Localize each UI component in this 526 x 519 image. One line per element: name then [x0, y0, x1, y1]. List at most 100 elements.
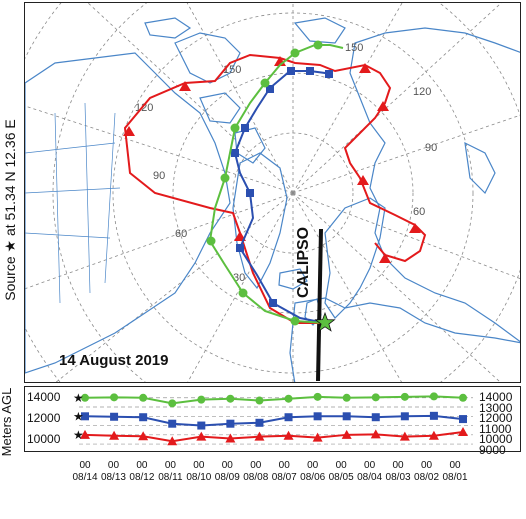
meridian-label: 60 [413, 206, 425, 218]
green-markers [206, 40, 323, 326]
time-tick-label: 00 08/08 [241, 460, 271, 484]
height-point-blue [284, 413, 293, 422]
time-tick-label: 00 08/04 [355, 460, 385, 484]
meridian-lines [25, 3, 520, 382]
red-marker [234, 231, 246, 241]
time-tick-label: 00 08/12 [127, 460, 157, 484]
greenland [232, 152, 288, 290]
height-point-green [81, 393, 89, 402]
time-tick-hour: 00 [221, 460, 233, 471]
time-tick-hour: 00 [136, 460, 148, 471]
height-chart: ★ ★ ★ [24, 386, 521, 452]
trajectory-red [123, 53, 427, 324]
height-chart-svg: ★ ★ ★ [73, 391, 473, 446]
red-marker [379, 253, 391, 263]
time-tick-date: 08/14 [72, 472, 98, 483]
green-marker [230, 123, 240, 133]
source-star-icon [314, 311, 336, 332]
iceland [278, 268, 308, 290]
time-tick-label: 00 08/03 [383, 460, 413, 484]
height-point-green [255, 396, 264, 405]
coastlines [25, 17, 520, 382]
time-tick-label: 00 08/11 [155, 460, 185, 484]
time-tick-label: 00 08/14 [70, 460, 100, 484]
height-point-green [226, 394, 235, 403]
height-point-blue [429, 411, 438, 420]
height-point-blue [168, 419, 177, 428]
red-marker [359, 63, 371, 73]
green-marker [290, 316, 300, 326]
time-axis: 00 08/14 00 08/13 00 08/12 00 08/11 00 08/10 00 08/… [70, 460, 470, 500]
height-point-green [371, 393, 380, 402]
time-tick-date: 08/10 [186, 472, 212, 483]
height-point-red [312, 432, 323, 442]
red-marker [357, 175, 369, 185]
meridian [292, 192, 501, 382]
height-series-red [84, 431, 464, 443]
height-point-blue [313, 412, 322, 421]
right-tick: 11000 [479, 422, 512, 436]
time-tick-label: 00 08/09 [212, 460, 242, 484]
height-point-red [399, 431, 410, 441]
trajectory-map: 150 120 90 60 30 90 60 120 150 CALIPSO [24, 2, 521, 383]
meridian-label: 90 [425, 142, 437, 154]
time-tick-date: 08/01 [442, 472, 468, 483]
time-tick-date: 08/13 [100, 472, 126, 483]
time-tick-hour: 00 [79, 460, 91, 471]
meridian [55, 192, 294, 382]
right-tick: 12000 [479, 411, 513, 425]
meridian [292, 3, 502, 194]
right-tick: 10000 [479, 432, 513, 446]
height-point-red [138, 431, 149, 441]
meridian-label: 60 [175, 228, 187, 240]
time-tick-label: 00 08/02 [412, 460, 442, 484]
arctic-island [293, 17, 346, 44]
meridian-label: 30 [233, 272, 245, 284]
trajectory-blue [233, 70, 331, 324]
blue-marker [241, 124, 249, 132]
time-tick-label: 00 08/07 [269, 460, 299, 484]
red-marker [123, 126, 135, 136]
blue-marker [287, 67, 295, 75]
meridian-label: 150 [345, 42, 363, 54]
arctic-island [174, 32, 241, 84]
height-point-blue [226, 419, 235, 428]
left-tick: 12000 [27, 411, 61, 425]
arctic-island [144, 17, 192, 39]
asia-coast [464, 141, 496, 195]
right-tick: 14000 [479, 390, 513, 404]
blue-marker [325, 70, 333, 78]
start-star-icon: ★ [73, 409, 84, 423]
height-point-blue [459, 415, 467, 424]
height-point-green [313, 392, 322, 401]
time-tick-hour: 00 [335, 460, 347, 471]
north-america [25, 52, 231, 374]
height-point-red [428, 430, 439, 440]
time-tick-hour: 00 [392, 460, 404, 471]
arctic-island [199, 92, 241, 124]
height-point-blue [371, 413, 380, 422]
blue-marker [231, 149, 239, 157]
meridian [186, 3, 294, 194]
height-point-red [167, 436, 178, 446]
height-point-blue [110, 412, 119, 421]
meridian-label-group: 150 120 90 60 30 90 60 120 150 [135, 42, 437, 284]
asia [349, 27, 520, 343]
height-point-green [284, 394, 293, 403]
time-tick-date: 08/05 [328, 472, 354, 483]
height-point-green [168, 399, 177, 408]
height-point-blue [400, 412, 409, 421]
time-tick-date: 08/02 [414, 472, 440, 483]
meridian [25, 192, 294, 290]
height-point-blue [255, 418, 264, 427]
meridian [292, 3, 403, 194]
calipso-label: CALIPSO [295, 227, 312, 298]
time-tick-hour: 00 [193, 460, 205, 471]
height-point-red [80, 429, 90, 439]
height-point-red [254, 431, 265, 441]
height-point-blue [197, 421, 206, 430]
meridian-label: 90 [153, 170, 165, 182]
left-tick: 10000 [27, 432, 61, 446]
height-point-red [109, 430, 120, 440]
height-point-red [283, 430, 294, 440]
